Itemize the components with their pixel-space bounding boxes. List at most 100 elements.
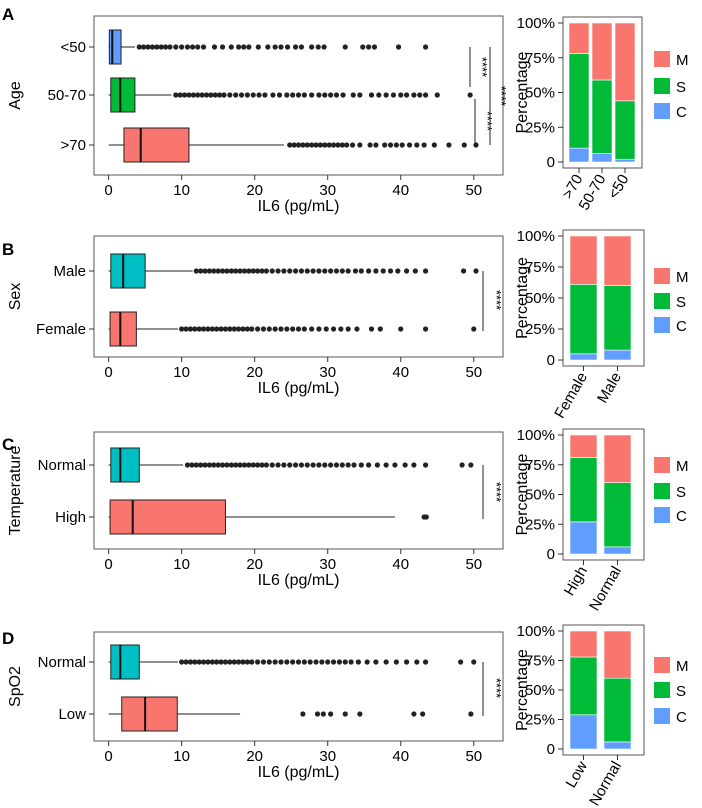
outlier-point [322, 92, 328, 98]
outlier-point [373, 268, 379, 274]
outlier-point [212, 92, 218, 98]
significance-label: **** [494, 86, 509, 106]
boxplot-panel-B: 0 10 20 30 40 50 IL6 (pg/mL) Sex Male Female **** [7, 235, 504, 397]
outlier-point [246, 268, 252, 274]
outlier-point [340, 92, 346, 98]
outlier-point [403, 659, 410, 665]
legend-label: C [676, 709, 687, 726]
outlier-point [205, 659, 211, 665]
bar-segment-S [603, 482, 632, 548]
outlier-point [263, 268, 269, 274]
outlier-point [237, 268, 243, 274]
outlier-point [292, 268, 299, 274]
outlier-point [206, 462, 212, 468]
outlier-point [411, 92, 417, 98]
x-tick-label: 20 [246, 364, 263, 381]
outlier-point [333, 92, 340, 98]
y-axis-title: Percentage [514, 649, 531, 731]
outlier-point [219, 462, 226, 468]
outlier-point [260, 326, 267, 332]
legend-label: S [676, 484, 686, 501]
outlier-point [211, 462, 217, 468]
outlier-point [382, 142, 388, 148]
bar-segment-C [569, 714, 598, 750]
legend-label: S [676, 683, 686, 700]
outlier-point [275, 268, 281, 274]
outlier-point [320, 711, 326, 717]
outlier-point [200, 44, 207, 50]
outlier-point [199, 92, 205, 98]
x-tick-label: High [561, 564, 591, 599]
outlier-point [300, 711, 306, 717]
bar-segment-S [569, 457, 598, 523]
outlier-point [357, 92, 363, 98]
outlier-point [298, 44, 305, 50]
outlier-point [351, 462, 357, 468]
outlier-point [319, 659, 325, 665]
outlier-point [250, 268, 256, 274]
outlier-point [181, 92, 188, 98]
outlier-point [256, 92, 262, 98]
bar-segment-C [614, 158, 636, 163]
outlier-point [417, 92, 423, 98]
iqr-box [110, 253, 146, 289]
outlier-point [461, 142, 467, 148]
panel-label-A: A [2, 5, 14, 24]
outlier-point [284, 659, 290, 665]
y-tick-label: 100% [517, 427, 555, 444]
x-axis-title: IL6 (pg/mL) [258, 572, 340, 589]
outlier-point [255, 659, 261, 665]
outlier-point [403, 268, 410, 274]
outlier-point [200, 659, 207, 665]
legend-label: S [676, 79, 686, 96]
outlier-point [402, 462, 408, 468]
outlier-point [411, 711, 417, 717]
y-axis-title: Percentage [514, 453, 531, 535]
outlier-point [367, 142, 373, 148]
outlier-point [422, 659, 429, 665]
bar-segment-M [614, 22, 636, 102]
bar-segment-M [591, 22, 613, 81]
outlier-point [266, 659, 272, 665]
outlier-point [421, 142, 427, 148]
outlier-point [292, 462, 299, 468]
legend-swatch-C [654, 103, 670, 119]
outlier-point [349, 142, 356, 148]
x-tick-label: 10 [173, 556, 190, 573]
y-tick-label: 25% [525, 712, 555, 729]
significance-label: **** [489, 482, 504, 502]
x-tick-label: Male [594, 370, 625, 407]
outlier-point [272, 44, 278, 50]
outlier-point [269, 462, 275, 468]
significance-label: **** [489, 290, 504, 310]
outlier-point [255, 462, 261, 468]
outlier-point [471, 326, 477, 332]
outlier-point [380, 268, 386, 274]
outlier-point [368, 326, 375, 332]
outlier-point [403, 92, 410, 98]
outlier-point [222, 326, 229, 332]
outlier-point [224, 268, 230, 274]
outlier-point [467, 92, 473, 98]
x-tick-label: 10 [173, 748, 190, 765]
outlier-point [295, 92, 302, 98]
legend-swatch-S [654, 682, 670, 698]
outlier-point [395, 268, 401, 274]
outlier-point [218, 659, 224, 665]
outlier-point [295, 326, 302, 332]
outlier-point [395, 44, 402, 50]
outlier-point [398, 326, 404, 332]
x-tick-label: Low [562, 758, 591, 790]
bar-segment-M [603, 630, 632, 679]
legend-swatch-M [654, 51, 670, 67]
outlier-point [316, 326, 322, 332]
outlier-point [431, 142, 437, 148]
x-tick-label: Normal [586, 564, 625, 614]
outlier-point [227, 92, 233, 98]
outlier-point [224, 462, 230, 468]
outlier-point [373, 142, 379, 148]
y-axis-title: Percentage [514, 51, 531, 133]
x-tick-label: 10 [173, 182, 190, 199]
outlier-point [228, 462, 234, 468]
